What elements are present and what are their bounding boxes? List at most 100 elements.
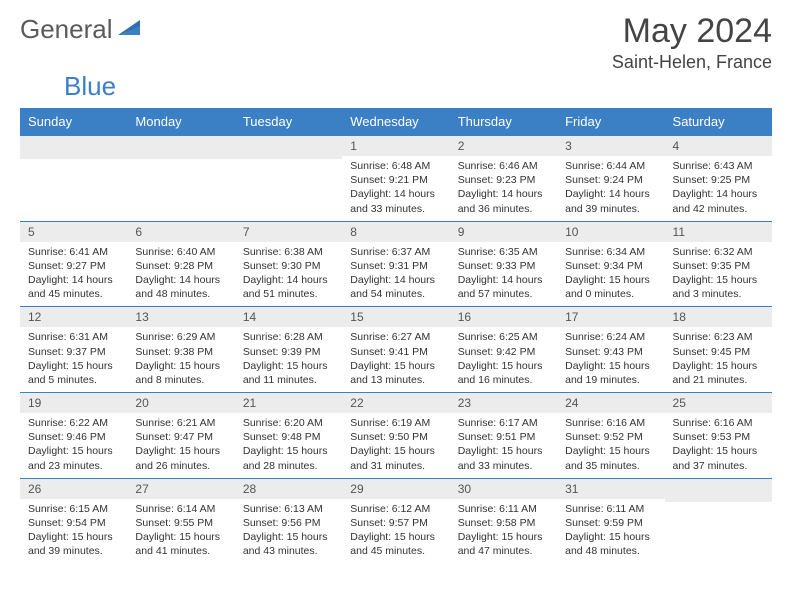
calendar-table: Sunday Monday Tuesday Wednesday Thursday… (20, 108, 772, 563)
day-number: 23 (450, 393, 557, 413)
sunset-text: Sunset: 9:51 PM (458, 430, 549, 444)
calendar-cell: 4Sunrise: 6:43 AMSunset: 9:25 PMDaylight… (665, 136, 772, 222)
day-details: Sunrise: 6:48 AMSunset: 9:21 PMDaylight:… (342, 156, 449, 221)
sunrise-text: Sunrise: 6:35 AM (458, 245, 549, 259)
day-details: Sunrise: 6:40 AMSunset: 9:28 PMDaylight:… (127, 242, 234, 307)
day-details: Sunrise: 6:25 AMSunset: 9:42 PMDaylight:… (450, 327, 557, 392)
day-number: 14 (235, 307, 342, 327)
day-details: Sunrise: 6:20 AMSunset: 9:48 PMDaylight:… (235, 413, 342, 478)
sunrise-text: Sunrise: 6:17 AM (458, 416, 549, 430)
weekday-header: Thursday (450, 108, 557, 136)
sunrise-text: Sunrise: 6:11 AM (458, 502, 549, 516)
daylight-text: Daylight: 14 hours and 54 minutes. (350, 273, 441, 301)
daylight-text: Daylight: 15 hours and 21 minutes. (673, 359, 764, 387)
day-details: Sunrise: 6:24 AMSunset: 9:43 PMDaylight:… (557, 327, 664, 392)
day-details (235, 159, 342, 219)
daylight-text: Daylight: 15 hours and 5 minutes. (28, 359, 119, 387)
sunset-text: Sunset: 9:55 PM (135, 516, 226, 530)
calendar-cell: 30Sunrise: 6:11 AMSunset: 9:58 PMDayligh… (450, 478, 557, 563)
day-number (235, 136, 342, 159)
day-number: 21 (235, 393, 342, 413)
sunset-text: Sunset: 9:21 PM (350, 173, 441, 187)
sunrise-text: Sunrise: 6:25 AM (458, 330, 549, 344)
daylight-text: Daylight: 15 hours and 35 minutes. (565, 444, 656, 472)
daylight-text: Daylight: 15 hours and 41 minutes. (135, 530, 226, 558)
logo: General (20, 14, 140, 45)
day-number: 17 (557, 307, 664, 327)
day-number: 4 (665, 136, 772, 156)
day-number: 30 (450, 479, 557, 499)
day-details: Sunrise: 6:43 AMSunset: 9:25 PMDaylight:… (665, 156, 772, 221)
calendar-cell: 9Sunrise: 6:35 AMSunset: 9:33 PMDaylight… (450, 221, 557, 307)
day-number: 24 (557, 393, 664, 413)
sunset-text: Sunset: 9:45 PM (673, 345, 764, 359)
sunrise-text: Sunrise: 6:37 AM (350, 245, 441, 259)
day-number: 20 (127, 393, 234, 413)
calendar-cell: 23Sunrise: 6:17 AMSunset: 9:51 PMDayligh… (450, 393, 557, 479)
sunrise-text: Sunrise: 6:16 AM (565, 416, 656, 430)
sunset-text: Sunset: 9:56 PM (243, 516, 334, 530)
sunrise-text: Sunrise: 6:21 AM (135, 416, 226, 430)
daylight-text: Daylight: 15 hours and 23 minutes. (28, 444, 119, 472)
sunrise-text: Sunrise: 6:20 AM (243, 416, 334, 430)
day-number: 29 (342, 479, 449, 499)
calendar-row: 12Sunrise: 6:31 AMSunset: 9:37 PMDayligh… (20, 307, 772, 393)
sunset-text: Sunset: 9:34 PM (565, 259, 656, 273)
sunset-text: Sunset: 9:52 PM (565, 430, 656, 444)
calendar-cell (20, 136, 127, 222)
day-details: Sunrise: 6:16 AMSunset: 9:52 PMDaylight:… (557, 413, 664, 478)
weekday-header: Wednesday (342, 108, 449, 136)
daylight-text: Daylight: 14 hours and 51 minutes. (243, 273, 334, 301)
sunset-text: Sunset: 9:23 PM (458, 173, 549, 187)
day-details: Sunrise: 6:44 AMSunset: 9:24 PMDaylight:… (557, 156, 664, 221)
day-details (20, 159, 127, 219)
calendar-page: General May 2024 Saint-Helen, France Blu… (0, 0, 792, 577)
day-number: 10 (557, 222, 664, 242)
day-details: Sunrise: 6:28 AMSunset: 9:39 PMDaylight:… (235, 327, 342, 392)
sunset-text: Sunset: 9:47 PM (135, 430, 226, 444)
day-number: 13 (127, 307, 234, 327)
day-details: Sunrise: 6:38 AMSunset: 9:30 PMDaylight:… (235, 242, 342, 307)
day-number (20, 136, 127, 159)
calendar-cell (127, 136, 234, 222)
day-details: Sunrise: 6:31 AMSunset: 9:37 PMDaylight:… (20, 327, 127, 392)
calendar-cell: 2Sunrise: 6:46 AMSunset: 9:23 PMDaylight… (450, 136, 557, 222)
daylight-text: Daylight: 15 hours and 28 minutes. (243, 444, 334, 472)
sunset-text: Sunset: 9:28 PM (135, 259, 226, 273)
daylight-text: Daylight: 15 hours and 48 minutes. (565, 530, 656, 558)
sunrise-text: Sunrise: 6:24 AM (565, 330, 656, 344)
day-details: Sunrise: 6:21 AMSunset: 9:47 PMDaylight:… (127, 413, 234, 478)
day-number: 5 (20, 222, 127, 242)
sunrise-text: Sunrise: 6:28 AM (243, 330, 334, 344)
sunset-text: Sunset: 9:39 PM (243, 345, 334, 359)
daylight-text: Daylight: 15 hours and 3 minutes. (673, 273, 764, 301)
calendar-cell: 3Sunrise: 6:44 AMSunset: 9:24 PMDaylight… (557, 136, 664, 222)
sunrise-text: Sunrise: 6:16 AM (673, 416, 764, 430)
daylight-text: Daylight: 15 hours and 43 minutes. (243, 530, 334, 558)
sunrise-text: Sunrise: 6:46 AM (458, 159, 549, 173)
sunrise-text: Sunrise: 6:40 AM (135, 245, 226, 259)
day-details (127, 159, 234, 219)
sunset-text: Sunset: 9:57 PM (350, 516, 441, 530)
sunrise-text: Sunrise: 6:15 AM (28, 502, 119, 516)
sunset-text: Sunset: 9:35 PM (673, 259, 764, 273)
sunrise-text: Sunrise: 6:34 AM (565, 245, 656, 259)
day-details: Sunrise: 6:41 AMSunset: 9:27 PMDaylight:… (20, 242, 127, 307)
day-details: Sunrise: 6:34 AMSunset: 9:34 PMDaylight:… (557, 242, 664, 307)
calendar-cell: 10Sunrise: 6:34 AMSunset: 9:34 PMDayligh… (557, 221, 664, 307)
daylight-text: Daylight: 15 hours and 31 minutes. (350, 444, 441, 472)
calendar-cell (235, 136, 342, 222)
calendar-cell: 27Sunrise: 6:14 AMSunset: 9:55 PMDayligh… (127, 478, 234, 563)
day-details: Sunrise: 6:17 AMSunset: 9:51 PMDaylight:… (450, 413, 557, 478)
calendar-cell: 22Sunrise: 6:19 AMSunset: 9:50 PMDayligh… (342, 393, 449, 479)
daylight-text: Daylight: 15 hours and 0 minutes. (565, 273, 656, 301)
day-details: Sunrise: 6:13 AMSunset: 9:56 PMDaylight:… (235, 499, 342, 564)
day-number: 12 (20, 307, 127, 327)
day-number: 11 (665, 222, 772, 242)
daylight-text: Daylight: 14 hours and 45 minutes. (28, 273, 119, 301)
sunset-text: Sunset: 9:27 PM (28, 259, 119, 273)
calendar-cell: 16Sunrise: 6:25 AMSunset: 9:42 PMDayligh… (450, 307, 557, 393)
daylight-text: Daylight: 15 hours and 19 minutes. (565, 359, 656, 387)
sunset-text: Sunset: 9:46 PM (28, 430, 119, 444)
day-details: Sunrise: 6:19 AMSunset: 9:50 PMDaylight:… (342, 413, 449, 478)
